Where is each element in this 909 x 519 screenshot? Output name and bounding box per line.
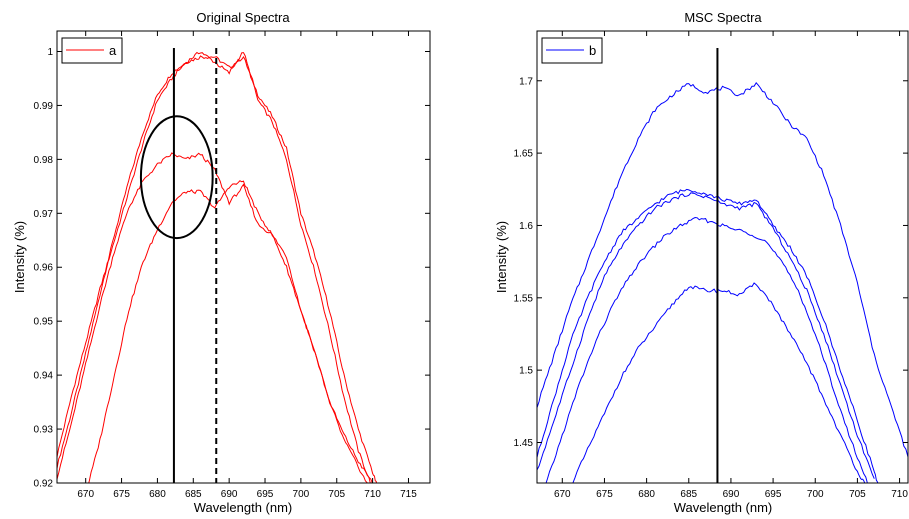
y-tick-label: 0.92	[34, 479, 54, 490]
legend-original: a	[61, 37, 123, 64]
spectrum-line-4	[545, 216, 868, 483]
x-tick-label: 685	[185, 489, 202, 500]
axes-box-original	[56, 30, 431, 484]
y-tick-label: 1	[47, 47, 53, 58]
y-tick-label: 1.55	[514, 293, 534, 304]
plot-area-original	[57, 31, 430, 483]
spectrum-line-2	[57, 51, 371, 483]
y-tick-label: 1.45	[514, 438, 534, 449]
spectrum-line-5	[572, 282, 866, 483]
x-tick-label: 670	[77, 489, 94, 500]
x-axis-label-original: Wavelength (nm)	[194, 500, 293, 515]
x-tick-label: 700	[293, 489, 310, 500]
y-axis-label-original: Intensity (%)	[12, 221, 27, 293]
x-tick-label: 705	[849, 489, 866, 500]
x-tick-label: 710	[364, 489, 381, 500]
spectrum-line-2	[537, 188, 879, 483]
legend-msc: b	[541, 37, 603, 64]
y-axis-label-msc: Intensity (%)	[494, 221, 509, 293]
y-tick-label: 1.5	[519, 366, 533, 377]
y-tick-label: 1.7	[519, 76, 533, 87]
msc-spectra-chart: MSC Spectra 670 675 680 685 690 695 700 705 710 1…	[494, 10, 909, 515]
x-tick-label: 715	[400, 489, 417, 500]
x-tick-label: 685	[680, 489, 697, 500]
x-tick-label: 695	[765, 489, 782, 500]
x-tick-label: 690	[723, 489, 740, 500]
original-spectra-chart: Original Spectra 670 675 680 685 690 695 700 70…	[12, 10, 431, 515]
highlight-circle	[139, 115, 214, 240]
x-tick-label: 675	[596, 489, 613, 500]
y-tick-label: 1.65	[514, 149, 534, 160]
chart-title-original: Original Spectra	[196, 10, 290, 25]
y-tick-label: 0.96	[34, 263, 54, 274]
x-axis-label-msc: Wavelength (nm)	[674, 500, 773, 515]
x-tick-label: 675	[113, 489, 130, 500]
x-tick-label: 695	[257, 489, 274, 500]
y-tick-label: 0.95	[34, 317, 54, 328]
axes-box-msc	[536, 30, 909, 484]
legend-label-a: a	[109, 43, 117, 58]
x-tick-label: 670	[554, 489, 571, 500]
y-tick-label: 0.97	[34, 209, 54, 220]
y-tick-label: 0.98	[34, 155, 54, 166]
spectrum-line-1	[57, 55, 378, 483]
x-tick-label: 690	[221, 489, 238, 500]
y-tick-label: 0.93	[34, 425, 54, 436]
y-tick-label: 1.6	[519, 221, 533, 232]
x-tick-label: 680	[149, 489, 166, 500]
plot-area-msc	[537, 31, 909, 483]
chart-title-msc: MSC Spectra	[684, 10, 762, 25]
spectrum-line-4	[88, 180, 368, 483]
legend-label-b: b	[589, 43, 596, 58]
x-tick-label: 700	[807, 489, 824, 500]
spectrum-line-1	[537, 81, 908, 458]
x-tick-label: 680	[638, 489, 655, 500]
x-tick-label: 705	[328, 489, 345, 500]
y-tick-label: 0.99	[34, 101, 54, 112]
x-tick-label: 710	[891, 489, 908, 500]
y-tick-label: 0.94	[34, 371, 54, 382]
spectrum-line-3	[537, 192, 875, 479]
